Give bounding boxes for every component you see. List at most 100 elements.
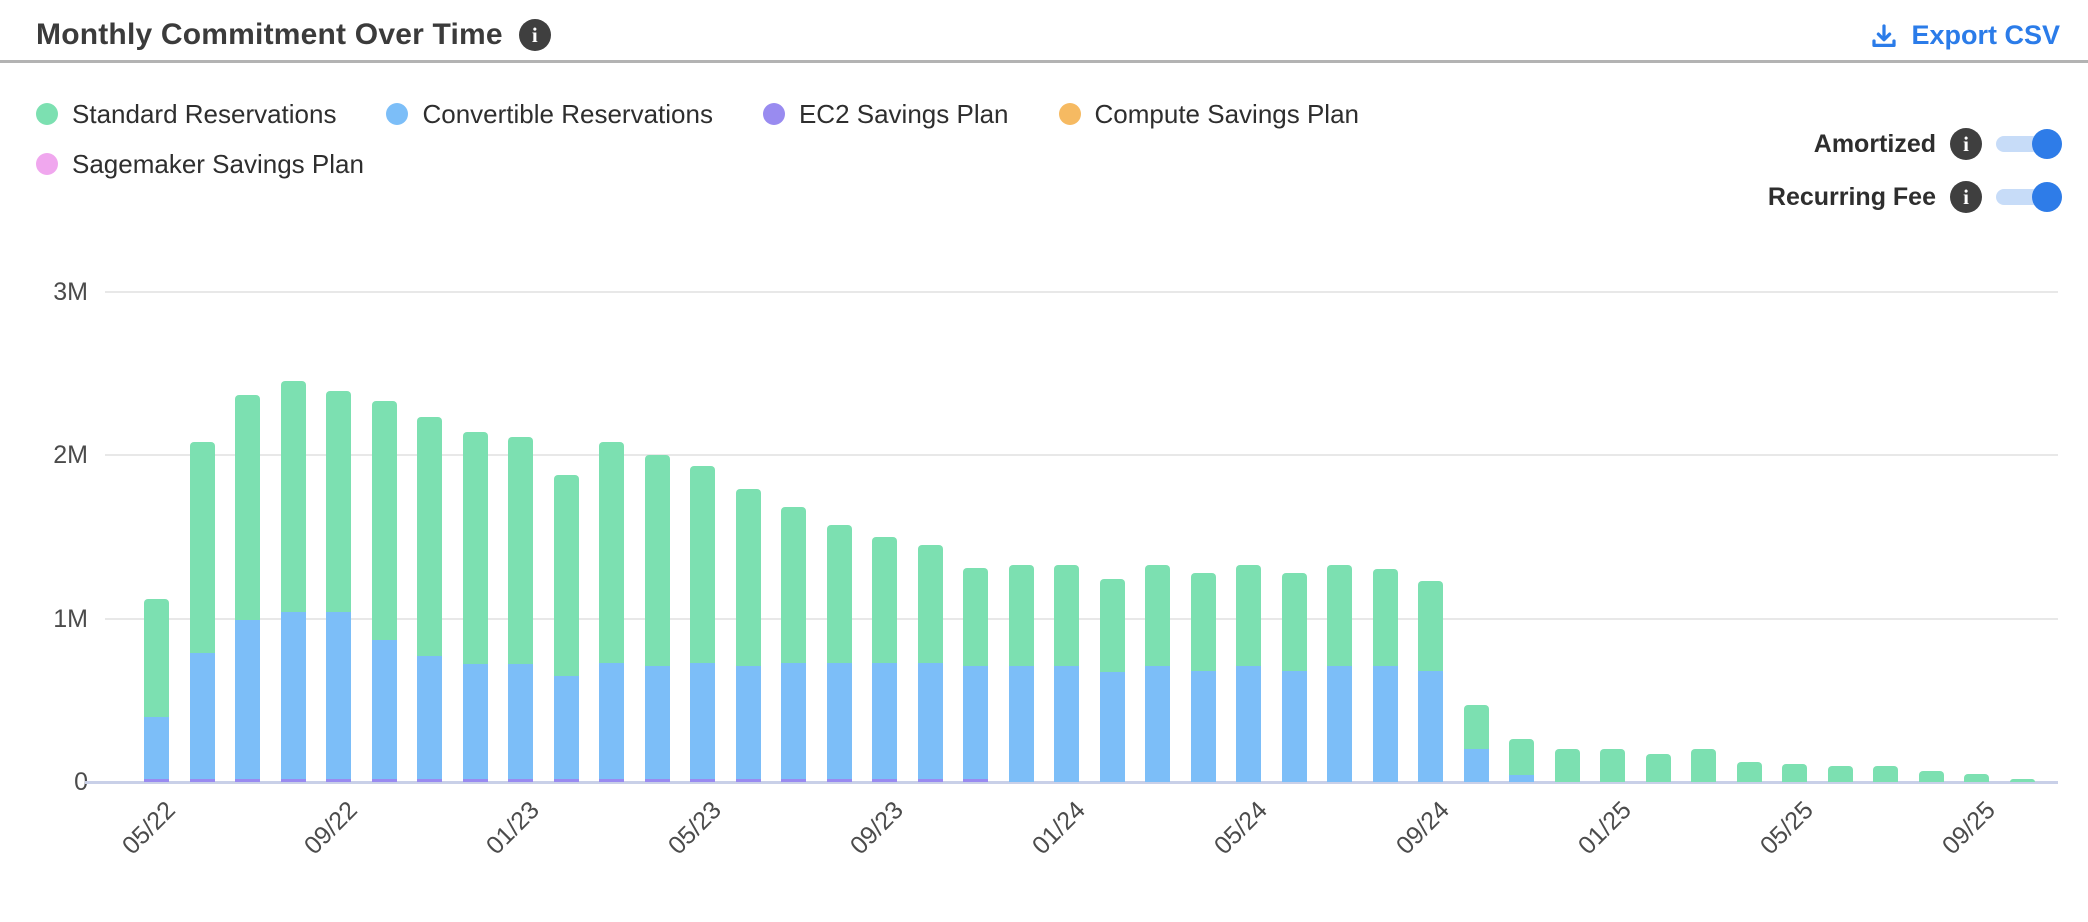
info-circle-icon[interactable]: i: [518, 19, 551, 51]
bar-segment[interactable]: [1236, 665, 1261, 782]
bar-segment[interactable]: [1190, 670, 1216, 782]
bar-segment[interactable]: [280, 381, 306, 612]
bar-segment[interactable]: [1099, 579, 1125, 673]
bar-segment[interactable]: [235, 620, 260, 779]
bar-segment[interactable]: [462, 778, 488, 782]
bar-segment[interactable]: [553, 474, 579, 676]
bar-segment[interactable]: [644, 778, 670, 782]
bar-segment[interactable]: [599, 778, 624, 782]
bar-segment[interactable]: [1418, 580, 1443, 671]
bar-segment[interactable]: [1918, 770, 1944, 782]
bar-segment[interactable]: [1190, 572, 1216, 671]
bar-segment[interactable]: [1099, 672, 1125, 782]
bar-segment[interactable]: [417, 656, 442, 779]
bar-segment[interactable]: [2009, 778, 2035, 782]
bar-segment[interactable]: [326, 611, 351, 779]
bar-segment[interactable]: [872, 778, 897, 782]
bar-segment[interactable]: [917, 778, 943, 782]
bar-segment[interactable]: [644, 665, 670, 779]
bar-segment[interactable]: [1509, 739, 1534, 776]
bar-segment[interactable]: [1463, 705, 1489, 750]
bar-segment[interactable]: [872, 662, 897, 779]
bar-segment[interactable]: [690, 778, 715, 782]
bar-segment[interactable]: [462, 664, 488, 779]
amortized-toggle[interactable]: [1996, 128, 2062, 160]
bar-segment[interactable]: [917, 662, 943, 779]
bar-segment[interactable]: [1281, 572, 1307, 671]
bar-segment[interactable]: [553, 675, 579, 779]
bar-segment[interactable]: [417, 778, 442, 782]
bar-segment[interactable]: [1827, 765, 1853, 782]
bar-segment[interactable]: [1873, 765, 1898, 782]
bar-segment[interactable]: [189, 441, 215, 653]
bar-segment[interactable]: [1736, 762, 1762, 782]
bar-segment[interactable]: [235, 394, 260, 621]
bar-segment[interactable]: [326, 391, 351, 612]
bar-segment[interactable]: [371, 401, 397, 640]
bar-segment[interactable]: [1964, 773, 1989, 782]
bar-segment[interactable]: [508, 437, 533, 665]
bar-segment[interactable]: [735, 489, 761, 666]
bar-segment[interactable]: [599, 662, 624, 779]
bar-segment[interactable]: [1281, 670, 1307, 782]
bar-segment[interactable]: [735, 778, 761, 782]
bar-segment[interactable]: [963, 567, 988, 666]
bar-segment[interactable]: [371, 639, 397, 779]
bar-segment[interactable]: [781, 507, 806, 663]
bar-segment[interactable]: [1327, 665, 1352, 782]
bar-segment[interactable]: [508, 664, 533, 779]
bar-segment[interactable]: [1236, 564, 1261, 666]
bar-segment[interactable]: [144, 598, 169, 717]
bar-segment[interactable]: [1008, 665, 1034, 782]
bar-segment[interactable]: [1691, 749, 1716, 782]
legend-item[interactable]: Convertible Reservations: [386, 96, 713, 132]
bar-segment[interactable]: [508, 778, 533, 782]
bar-segment[interactable]: [1054, 564, 1079, 666]
bar-segment[interactable]: [235, 778, 260, 782]
bar-segment[interactable]: [826, 662, 852, 779]
export-csv-button[interactable]: Export CSV: [1869, 20, 2060, 51]
bar-segment[interactable]: [690, 662, 715, 779]
bar-segment[interactable]: [781, 778, 806, 782]
bar-segment[interactable]: [417, 417, 442, 657]
bar-segment[interactable]: [1145, 564, 1170, 666]
bar-segment[interactable]: [371, 778, 397, 782]
legend-item[interactable]: Standard Reservations: [36, 96, 336, 132]
bar-segment[interactable]: [189, 652, 215, 779]
bar-segment[interactable]: [1509, 775, 1534, 782]
recurring-fee-toggle[interactable]: [1996, 181, 2062, 213]
legend-item[interactable]: EC2 Savings Plan: [762, 96, 1009, 132]
bar-segment[interactable]: [1645, 754, 1671, 782]
legend-item[interactable]: Sagemaker Savings Plan: [36, 146, 364, 182]
bar-segment[interactable]: [917, 544, 943, 663]
bar-segment[interactable]: [144, 716, 169, 779]
bar-segment[interactable]: [553, 778, 579, 782]
bar-segment[interactable]: [1054, 665, 1079, 782]
bar-segment[interactable]: [280, 611, 306, 779]
bar-segment[interactable]: [1372, 569, 1398, 666]
bar-segment[interactable]: [1554, 749, 1580, 782]
bar-segment[interactable]: [599, 441, 624, 663]
legend-item[interactable]: Compute Savings Plan: [1058, 96, 1359, 132]
bar-segment[interactable]: [1418, 670, 1443, 782]
bar-segment[interactable]: [1145, 665, 1170, 782]
bar-segment[interactable]: [1372, 665, 1398, 782]
bar-segment[interactable]: [1008, 564, 1034, 666]
bar-segment[interactable]: [963, 778, 988, 782]
info-circle-icon[interactable]: i: [1950, 181, 1982, 213]
bar-segment[interactable]: [826, 778, 852, 782]
bar-segment[interactable]: [781, 662, 806, 779]
bar-segment[interactable]: [1463, 749, 1489, 782]
bar-segment[interactable]: [735, 665, 761, 779]
bar-segment[interactable]: [1327, 564, 1352, 666]
bar-segment[interactable]: [462, 432, 488, 665]
bar-segment[interactable]: [326, 778, 351, 782]
bar-segment[interactable]: [826, 525, 852, 663]
bar-segment[interactable]: [280, 778, 306, 782]
info-circle-icon[interactable]: i: [1950, 128, 1982, 160]
bar-segment[interactable]: [189, 778, 215, 782]
bar-segment[interactable]: [872, 536, 897, 663]
bar-segment[interactable]: [144, 778, 169, 782]
bar-segment[interactable]: [644, 455, 670, 666]
bar-segment[interactable]: [963, 665, 988, 779]
